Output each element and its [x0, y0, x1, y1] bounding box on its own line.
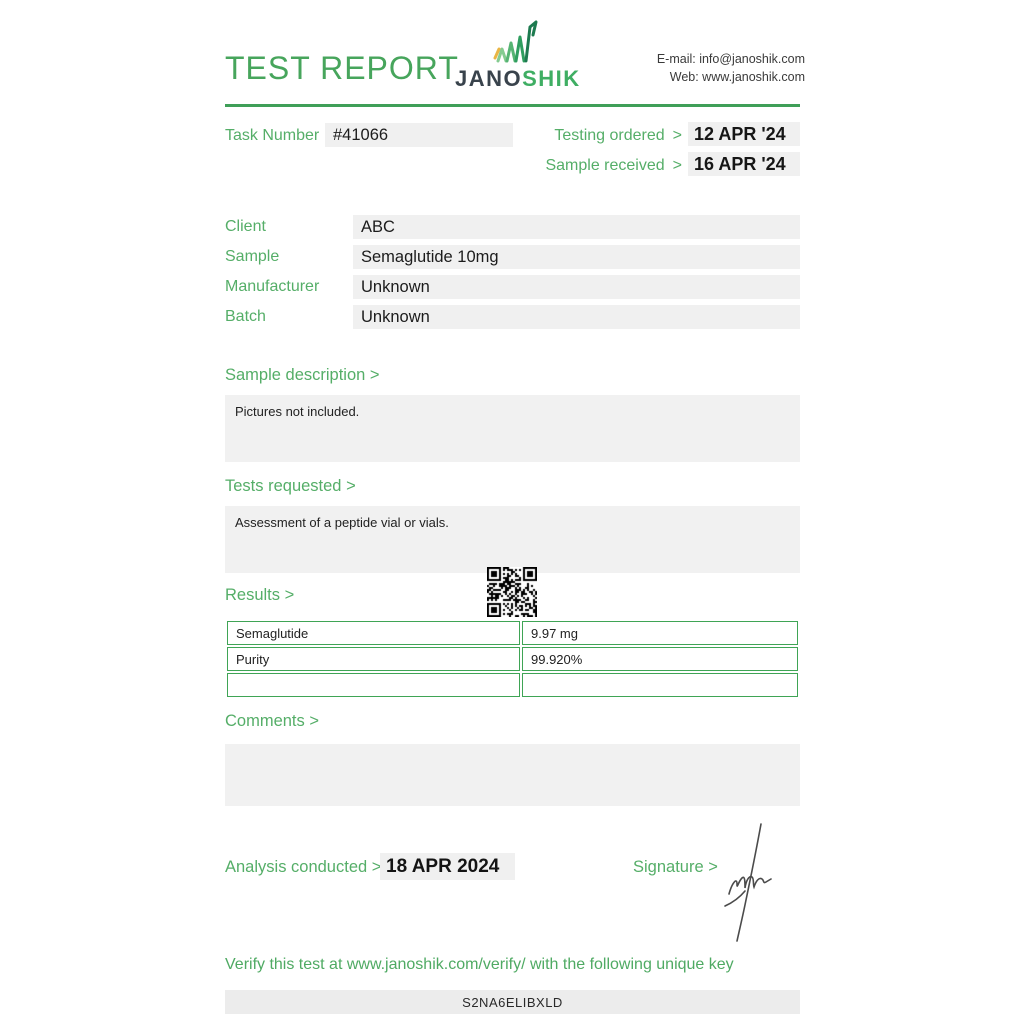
- logo-wordmark: JANOSHIK: [455, 66, 579, 92]
- testing-ordered-date: 12 APR '24: [688, 122, 800, 146]
- header-divider: [225, 104, 800, 107]
- tests-requested-box: Assessment of a peptide vial or vials.: [225, 506, 800, 573]
- sample-received-label: Sample received: [545, 157, 665, 174]
- detail-label-client: Client: [225, 218, 266, 235]
- analysis-conducted-label: Analysis conducted >: [225, 858, 382, 876]
- handwritten-signature: [724, 823, 772, 942]
- contact-email: E-mail: info@janoshik.com: [656, 52, 805, 66]
- unique-key: S2NA6ELIBXLD: [225, 990, 800, 1014]
- result-name-cell: Semaglutide: [227, 621, 520, 645]
- detail-label-manufacturer: Manufacturer: [225, 278, 320, 295]
- sample-received-arrow: >: [672, 157, 682, 174]
- table-row: Purity 99.920%: [227, 647, 798, 671]
- detail-value-client: ABC: [353, 215, 800, 239]
- signature-label: Signature >: [633, 858, 718, 876]
- result-value-cell: 9.97 mg: [522, 621, 798, 645]
- testing-ordered-arrow: >: [672, 127, 682, 144]
- comments-box: [225, 744, 800, 806]
- detail-label-batch: Batch: [225, 308, 266, 325]
- sample-received-row: Sample received >: [480, 157, 682, 175]
- verify-text: Verify this test at www.janoshik.com/ver…: [225, 956, 734, 973]
- sample-received-date: 16 APR '24: [688, 152, 800, 176]
- tests-requested-heading: Tests requested >: [225, 477, 356, 495]
- page-title: TEST REPORT: [225, 50, 459, 86]
- sample-description-heading: Sample description >: [225, 366, 380, 384]
- contact-block: E-mail: info@janoshik.com Web: www.janos…: [585, 50, 805, 86]
- task-number-value: #41066: [325, 123, 513, 147]
- logo-text-jano: JANO: [455, 66, 523, 91]
- table-row: Semaglutide 9.97 mg: [227, 621, 798, 645]
- testing-ordered-label: Testing ordered: [554, 127, 665, 144]
- results-table: Semaglutide 9.97 mg Purity 99.920%: [225, 619, 800, 699]
- detail-label-sample: Sample: [225, 248, 280, 265]
- analysis-date: 18 APR 2024: [380, 853, 515, 880]
- qr-code: [487, 567, 537, 617]
- company-logo: JANOSHIK: [455, 20, 579, 92]
- result-value-cell: 99.920%: [522, 647, 798, 671]
- rising-bars-logo-icon: [493, 20, 538, 63]
- task-number-label: Task Number: [225, 127, 320, 144]
- results-heading: Results >: [225, 586, 295, 604]
- result-name-cell: [227, 673, 520, 697]
- result-name-cell: Purity: [227, 647, 520, 671]
- detail-value-batch: Unknown: [353, 305, 800, 329]
- sample-description-box: Pictures not included.: [225, 395, 800, 462]
- detail-value-manufacturer: Unknown: [353, 275, 800, 299]
- table-row: [227, 673, 798, 697]
- contact-web: Web: www.janoshik.com: [669, 70, 805, 84]
- testing-ordered-row: Testing ordered >: [480, 127, 682, 145]
- detail-value-sample: Semaglutide 10mg: [353, 245, 800, 269]
- comments-heading: Comments >: [225, 712, 319, 730]
- result-value-cell: [522, 673, 798, 697]
- logo-text-shik: SHIK: [522, 66, 581, 91]
